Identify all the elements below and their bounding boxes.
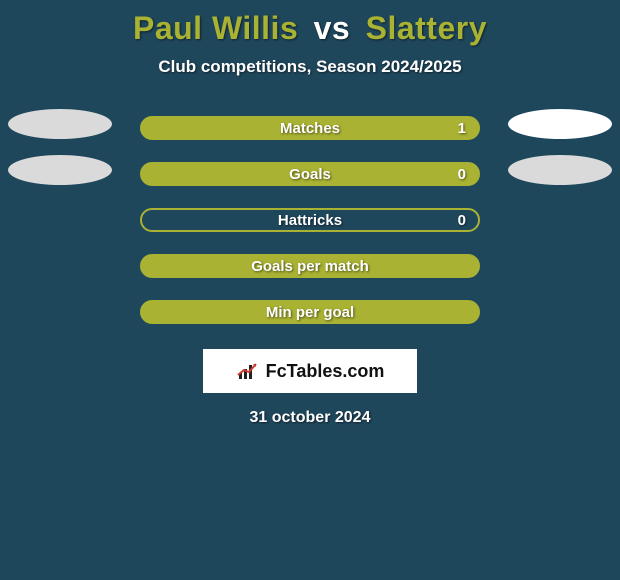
stat-pill: Min per goal [140,300,480,324]
stat-label: Hattricks [278,212,342,229]
player2-ellipse [508,109,612,139]
stat-row: Goals 0 [0,151,620,197]
logo-text: FcTables.com [266,361,385,382]
date-line: 31 october 2024 [0,409,620,427]
stat-pill: Goals 0 [140,162,480,186]
logo-box: FcTables.com [203,349,417,393]
player2-ellipse [508,155,612,185]
title-separator: vs [314,10,351,46]
logo-text-suffix: Tables.com [287,361,385,381]
stat-row: Goals per match [0,243,620,289]
stat-label: Matches [280,120,340,137]
stat-pill: Hattricks 0 [140,208,480,232]
stat-pill: Matches 1 [140,116,480,140]
stat-value: 1 [458,120,466,137]
stats-section: Matches 1 Goals 0 Hattricks 0 Goals per match M… [0,105,620,335]
stat-label: Goals [289,166,331,183]
player1-ellipse [8,155,112,185]
title-player2: Slattery [366,10,487,46]
stat-row: Min per goal [0,289,620,335]
stat-pill-wrap: Goals per match [140,254,480,278]
stat-row: Hattricks 0 [0,197,620,243]
stat-row: Matches 1 [0,105,620,151]
stat-pill-wrap: Min per goal [140,300,480,324]
stat-value: 0 [458,166,466,183]
stat-label: Min per goal [266,304,354,321]
stat-pill: Goals per match [140,254,480,278]
title-player1: Paul Willis [133,10,298,46]
stat-label: Goals per match [251,258,369,275]
subtitle: Club competitions, Season 2024/2025 [0,57,620,77]
page-title: Paul Willis vs Slattery [0,10,620,47]
stat-pill-wrap: Goals 0 [140,162,480,186]
content-wrap: Paul Willis vs Slattery Club competition… [0,0,620,427]
stat-pill-wrap: Hattricks 0 [140,208,480,232]
stat-pill-wrap: Matches 1 [140,116,480,140]
stat-value: 0 [458,212,466,229]
logo-chart-icon [236,361,260,381]
player1-ellipse [8,109,112,139]
logo-text-prefix: Fc [266,361,287,381]
